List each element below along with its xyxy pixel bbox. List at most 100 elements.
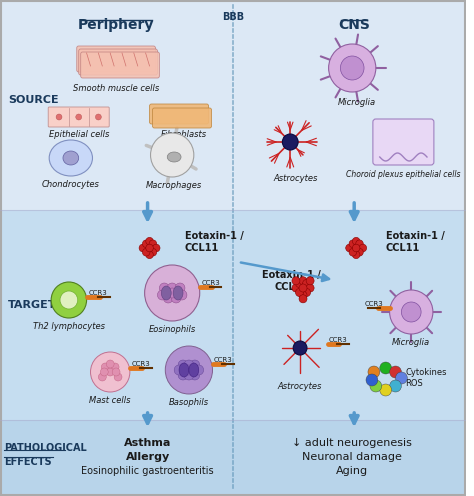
Circle shape xyxy=(106,360,114,368)
Circle shape xyxy=(302,289,310,297)
Circle shape xyxy=(184,360,194,370)
Circle shape xyxy=(190,360,200,370)
Text: CCR3: CCR3 xyxy=(365,301,383,307)
Circle shape xyxy=(157,290,167,300)
Circle shape xyxy=(153,244,160,252)
Text: Eosinophils: Eosinophils xyxy=(148,325,196,334)
Circle shape xyxy=(380,384,392,396)
Ellipse shape xyxy=(179,363,189,377)
Circle shape xyxy=(395,372,407,384)
Circle shape xyxy=(184,370,194,380)
Circle shape xyxy=(366,374,378,386)
Circle shape xyxy=(56,114,62,120)
Ellipse shape xyxy=(167,152,181,162)
Circle shape xyxy=(184,365,194,375)
Circle shape xyxy=(370,380,382,392)
Text: Th2 lymphocytes: Th2 lymphocytes xyxy=(33,322,105,331)
FancyBboxPatch shape xyxy=(373,119,434,165)
Circle shape xyxy=(299,291,307,299)
Text: Neuronal damage: Neuronal damage xyxy=(302,452,402,462)
Text: Fibroblasts: Fibroblasts xyxy=(161,130,207,139)
Circle shape xyxy=(292,284,300,292)
Ellipse shape xyxy=(49,140,92,176)
Circle shape xyxy=(139,244,146,252)
FancyBboxPatch shape xyxy=(0,210,466,420)
Text: Astrocytes: Astrocytes xyxy=(273,174,318,183)
Text: Cytokines
ROS: Cytokines ROS xyxy=(405,369,447,388)
Circle shape xyxy=(306,284,314,292)
FancyBboxPatch shape xyxy=(81,52,159,78)
Text: CCR3: CCR3 xyxy=(201,280,220,286)
Circle shape xyxy=(76,114,82,120)
Circle shape xyxy=(356,248,363,256)
Text: Astrocytes: Astrocytes xyxy=(278,382,322,391)
Circle shape xyxy=(292,277,300,285)
Circle shape xyxy=(143,240,150,248)
Circle shape xyxy=(190,370,200,380)
Text: Eosinophilic gastroenteritis: Eosinophilic gastroenteritis xyxy=(81,466,214,476)
Text: CCR3: CCR3 xyxy=(214,357,233,363)
Circle shape xyxy=(101,363,109,371)
Text: Aging: Aging xyxy=(336,466,368,476)
Circle shape xyxy=(352,251,360,258)
Circle shape xyxy=(99,373,106,381)
Ellipse shape xyxy=(63,151,79,165)
FancyBboxPatch shape xyxy=(77,46,155,72)
FancyBboxPatch shape xyxy=(0,0,466,210)
Circle shape xyxy=(95,114,101,120)
Text: Epithelial cells: Epithelial cells xyxy=(48,130,109,139)
Circle shape xyxy=(167,288,177,298)
Text: ↓ adult neurogenesis: ↓ adult neurogenesis xyxy=(292,438,412,448)
Circle shape xyxy=(328,44,376,92)
Circle shape xyxy=(177,290,187,300)
Circle shape xyxy=(164,293,173,303)
Text: Eotaxin-1 /
CCL11: Eotaxin-1 / CCL11 xyxy=(262,270,320,292)
Text: BBB: BBB xyxy=(222,12,244,22)
Circle shape xyxy=(165,346,212,394)
Text: Choroid plexus epithelial cells: Choroid plexus epithelial cells xyxy=(346,170,461,179)
Text: Allergy: Allergy xyxy=(126,452,170,462)
Text: CNS: CNS xyxy=(338,18,370,32)
Text: Periphery: Periphery xyxy=(78,18,154,32)
Ellipse shape xyxy=(173,286,183,300)
Text: Smooth muscle cells: Smooth muscle cells xyxy=(73,84,159,93)
Text: Eotaxin-1 /
CCL11: Eotaxin-1 / CCL11 xyxy=(185,231,244,253)
Text: Chondrocytes: Chondrocytes xyxy=(42,180,100,189)
Circle shape xyxy=(299,284,307,292)
Circle shape xyxy=(293,341,307,355)
Text: CCR3: CCR3 xyxy=(89,290,108,296)
FancyBboxPatch shape xyxy=(153,108,211,128)
Circle shape xyxy=(60,291,78,309)
Circle shape xyxy=(146,238,153,245)
Circle shape xyxy=(111,363,119,371)
Circle shape xyxy=(283,134,298,150)
Circle shape xyxy=(145,265,200,321)
Circle shape xyxy=(100,368,108,376)
Text: Microglia: Microglia xyxy=(338,98,376,107)
FancyBboxPatch shape xyxy=(149,104,209,124)
Text: Macrophages: Macrophages xyxy=(146,181,202,190)
Circle shape xyxy=(340,56,364,80)
Circle shape xyxy=(106,368,114,376)
Circle shape xyxy=(299,277,307,285)
Circle shape xyxy=(146,251,153,258)
Circle shape xyxy=(401,302,421,322)
Circle shape xyxy=(171,293,181,303)
Circle shape xyxy=(302,279,310,288)
Circle shape xyxy=(359,244,366,252)
Circle shape xyxy=(174,365,184,375)
Circle shape xyxy=(178,360,188,370)
Text: Asthma: Asthma xyxy=(124,438,171,448)
Text: Basophils: Basophils xyxy=(169,398,209,407)
FancyBboxPatch shape xyxy=(0,420,466,496)
Circle shape xyxy=(390,380,401,392)
Circle shape xyxy=(306,277,314,285)
Text: Eotaxin-1 /
CCL11: Eotaxin-1 / CCL11 xyxy=(386,231,445,253)
Text: Microglia: Microglia xyxy=(392,338,430,347)
Circle shape xyxy=(51,282,87,318)
Circle shape xyxy=(368,366,380,378)
Circle shape xyxy=(159,283,169,293)
Circle shape xyxy=(380,362,392,374)
Text: CCR3: CCR3 xyxy=(131,361,150,367)
Circle shape xyxy=(149,240,156,248)
